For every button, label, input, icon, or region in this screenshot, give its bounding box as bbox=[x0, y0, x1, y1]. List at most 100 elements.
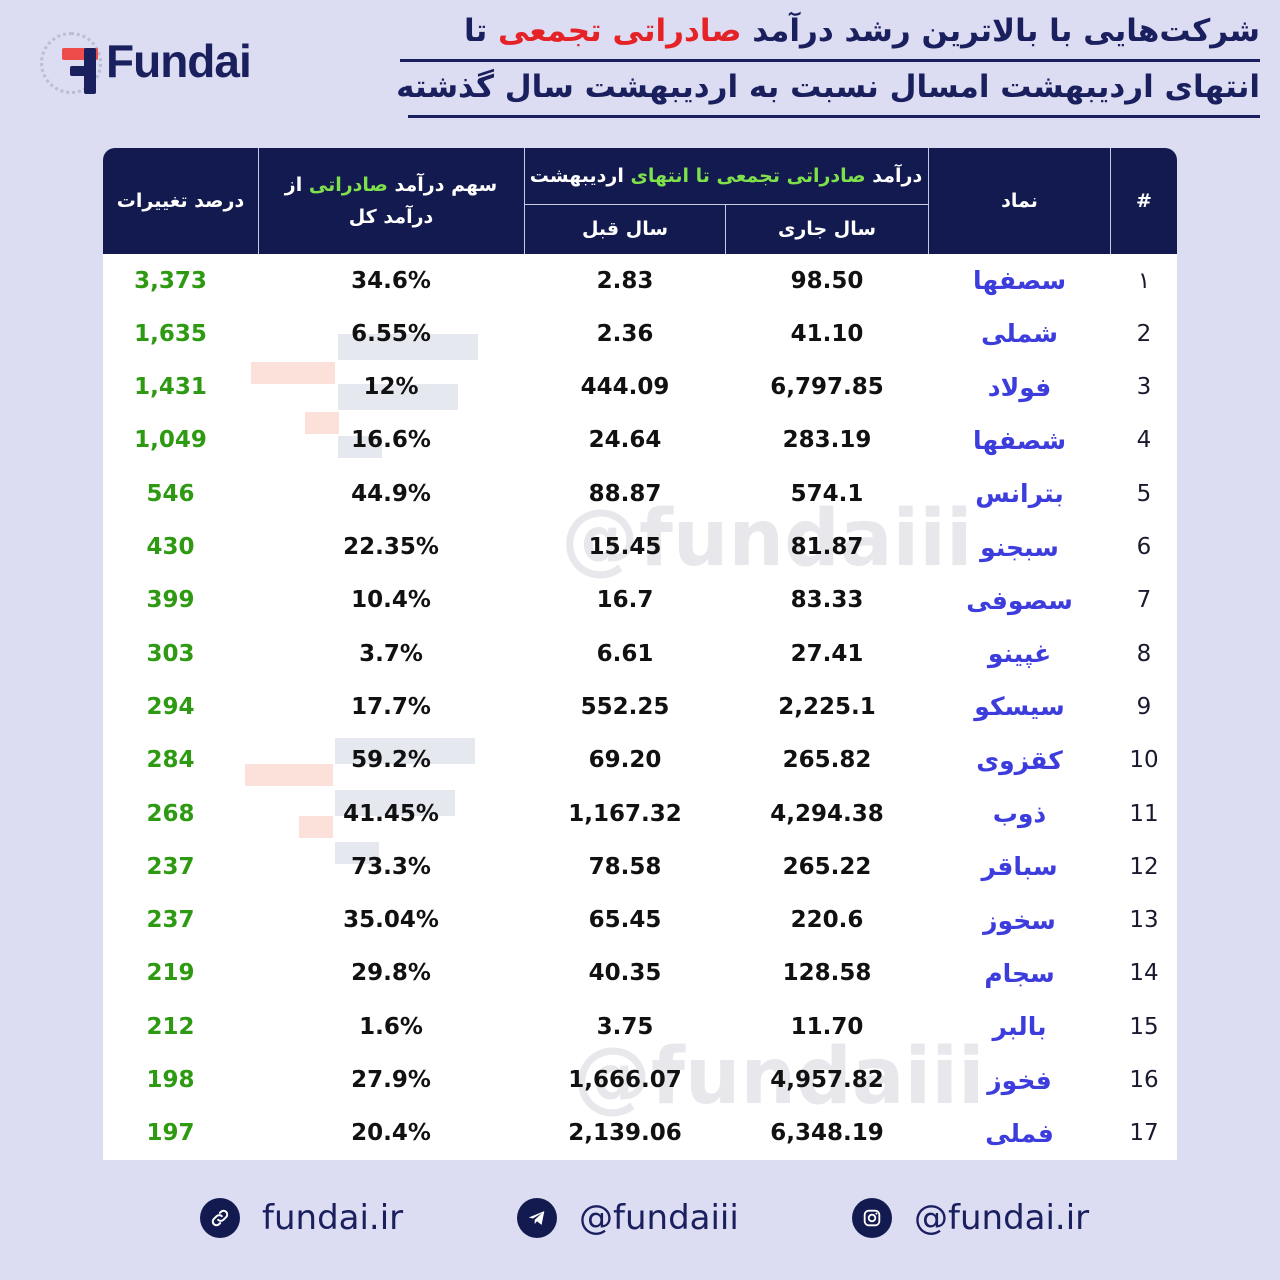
row-export-share: 10.4% bbox=[351, 587, 431, 614]
row-symbol: سباقر bbox=[981, 852, 1058, 882]
row-current-year: 81.87 bbox=[790, 534, 864, 560]
table-row: 12 سباقر 265.22 78.58 73.3% 237 bbox=[103, 840, 1177, 893]
row-export-share: 34.6% bbox=[351, 267, 431, 294]
footer-telegram[interactable]: @fundaiii bbox=[517, 1190, 739, 1246]
watermark-upper: @fundaiii bbox=[561, 494, 973, 584]
table-row: 3 فولاد 6,797.85 444.09 12% 1,431 bbox=[103, 361, 1177, 414]
row-change-percent: 284 bbox=[146, 747, 195, 774]
row-symbol: شملی bbox=[981, 319, 1058, 349]
row-previous-year: 6.61 bbox=[596, 640, 654, 667]
row-change-percent: 237 bbox=[146, 853, 195, 880]
row-current-year: 11.70 bbox=[790, 1013, 864, 1040]
row-change-percent: 1,049 bbox=[134, 427, 207, 454]
table-row: 5 بترانس 574.1 88.87 44.9% 546 bbox=[103, 467, 1177, 520]
telegram-icon bbox=[517, 1198, 557, 1238]
row-change-percent: 546 bbox=[146, 480, 195, 507]
row-change-percent: 198 bbox=[146, 1067, 195, 1093]
logo-circuit-ring bbox=[40, 32, 102, 94]
row-export-share: 16.6% bbox=[351, 427, 431, 454]
title-line-1-part-2: تا bbox=[463, 13, 488, 49]
row-previous-year: 88.87 bbox=[588, 480, 662, 507]
row-symbol: سجام bbox=[984, 958, 1055, 988]
table-row: 10 کقزوی 265.82 69.20 59.2% 284 bbox=[103, 734, 1177, 787]
row-number: 5 bbox=[1136, 480, 1152, 507]
circuit-decoration-bottom bbox=[223, 738, 543, 918]
export-revenue-table: @fundaiii @fundaiii # نماد درآمد صادراتی… bbox=[103, 148, 1177, 1160]
table-row: ۱ سصفها 98.50 2.83 34.6% 3,373 bbox=[103, 254, 1177, 307]
row-current-year: 2,225.1 bbox=[778, 693, 876, 720]
row-export-share: 73.3% bbox=[351, 853, 431, 880]
row-export-share: 20.4% bbox=[351, 1120, 431, 1147]
header-share-line-1: سهم درآمد صادراتی از bbox=[285, 169, 497, 201]
table-row: 13 سخوز 220.6 65.45 35.04% 237 bbox=[103, 894, 1177, 947]
footer-instagram[interactable]: @fundai.ir bbox=[852, 1190, 1089, 1246]
row-previous-year: 444.09 bbox=[580, 374, 670, 401]
row-export-share: 29.8% bbox=[351, 960, 431, 987]
row-number: 10 bbox=[1129, 747, 1159, 774]
header-revenue-post: اردیبهشت bbox=[529, 165, 624, 187]
row-previous-year: 78.58 bbox=[588, 853, 662, 880]
row-current-year: 41.10 bbox=[790, 320, 864, 347]
row-previous-year: 552.25 bbox=[580, 693, 670, 720]
row-current-year: 4,957.82 bbox=[770, 1067, 884, 1093]
row-symbol: سبجنو bbox=[980, 532, 1059, 562]
row-current-year: 27.41 bbox=[790, 640, 864, 667]
row-change-percent: 219 bbox=[146, 960, 195, 987]
row-number: 3 bbox=[1136, 374, 1152, 401]
row-number: 11 bbox=[1129, 800, 1159, 827]
row-current-year: 98.50 bbox=[790, 267, 864, 294]
row-change-percent: 237 bbox=[146, 907, 195, 934]
page-title: شرکت‌هایی با بالاترین رشد درآمد صادراتی … bbox=[396, 6, 1260, 118]
row-symbol: سیسکو bbox=[974, 692, 1065, 722]
row-previous-year: 40.35 bbox=[588, 960, 662, 987]
header-num: # bbox=[1136, 190, 1152, 212]
row-change-percent: 303 bbox=[146, 640, 195, 667]
row-previous-year: 2.36 bbox=[596, 320, 654, 347]
row-number: 13 bbox=[1129, 907, 1159, 934]
table-row: 6 سبجنو 81.87 15.45 22.35% 430 bbox=[103, 521, 1177, 574]
row-previous-year: 1,666.07 bbox=[568, 1067, 682, 1093]
row-number: 7 bbox=[1136, 587, 1152, 614]
table-row: 8 غپینو 27.41 6.61 3.7% 303 bbox=[103, 627, 1177, 680]
footer: fundai.ir @fundaiii @fundai.ir bbox=[0, 1190, 1280, 1246]
row-symbol: غپینو bbox=[987, 639, 1052, 669]
row-symbol: شصفها bbox=[972, 425, 1067, 455]
table-row: 17 فملی 6,348.19 2,139.06 20.4% 197 bbox=[103, 1107, 1177, 1160]
row-current-year: 128.58 bbox=[782, 960, 872, 987]
row-change-percent: 294 bbox=[146, 693, 195, 720]
footer-website[interactable]: fundai.ir bbox=[200, 1190, 403, 1246]
row-current-year: 220.6 bbox=[790, 907, 864, 934]
row-number: 12 bbox=[1129, 853, 1159, 880]
row-previous-year: 1,167.32 bbox=[568, 800, 682, 827]
row-export-share: 27.9% bbox=[351, 1067, 431, 1093]
row-number: 2 bbox=[1136, 320, 1152, 347]
row-previous-year: 3.75 bbox=[596, 1013, 654, 1040]
header-divider bbox=[928, 148, 929, 254]
header-symbol: نماد bbox=[1001, 190, 1038, 212]
instagram-icon bbox=[852, 1198, 892, 1238]
row-number: 6 bbox=[1136, 534, 1152, 560]
row-export-share: 59.2% bbox=[351, 747, 431, 774]
table-row: 15 بالبر 11.70 3.75 1.6% 212 bbox=[103, 1000, 1177, 1053]
row-export-share: 1.6% bbox=[359, 1013, 423, 1040]
header-share-line-2: درآمد کل bbox=[348, 206, 434, 228]
row-symbol: کقزوی bbox=[976, 745, 1063, 775]
title-line-1-part-1: شرکت‌هایی با بالاترین رشد درآمد bbox=[752, 13, 1260, 49]
header-previous-year: سال قبل bbox=[581, 218, 669, 240]
row-number: 9 bbox=[1136, 693, 1152, 720]
header-divider bbox=[524, 148, 525, 254]
row-current-year: 4,294.38 bbox=[770, 800, 884, 827]
row-symbol: فخوز bbox=[987, 1065, 1052, 1095]
header-revenue-group: درآمد صادراتی تجمعی تا انتهای اردیبهشت bbox=[524, 148, 928, 204]
header-current-year: سال جاری bbox=[777, 218, 877, 240]
row-change-percent: 399 bbox=[146, 587, 195, 614]
row-previous-year: 24.64 bbox=[588, 427, 662, 454]
row-previous-year: 16.7 bbox=[596, 587, 654, 614]
header-group-divider bbox=[524, 204, 928, 205]
row-export-share: 22.35% bbox=[343, 534, 439, 560]
row-change-percent: 197 bbox=[146, 1120, 195, 1147]
watermark-lower: @fundaiii bbox=[573, 1032, 985, 1122]
header-share-green: صادراتی bbox=[308, 174, 388, 196]
row-symbol: سخوز bbox=[983, 905, 1056, 935]
fundai-logo: Fundai bbox=[40, 28, 252, 94]
